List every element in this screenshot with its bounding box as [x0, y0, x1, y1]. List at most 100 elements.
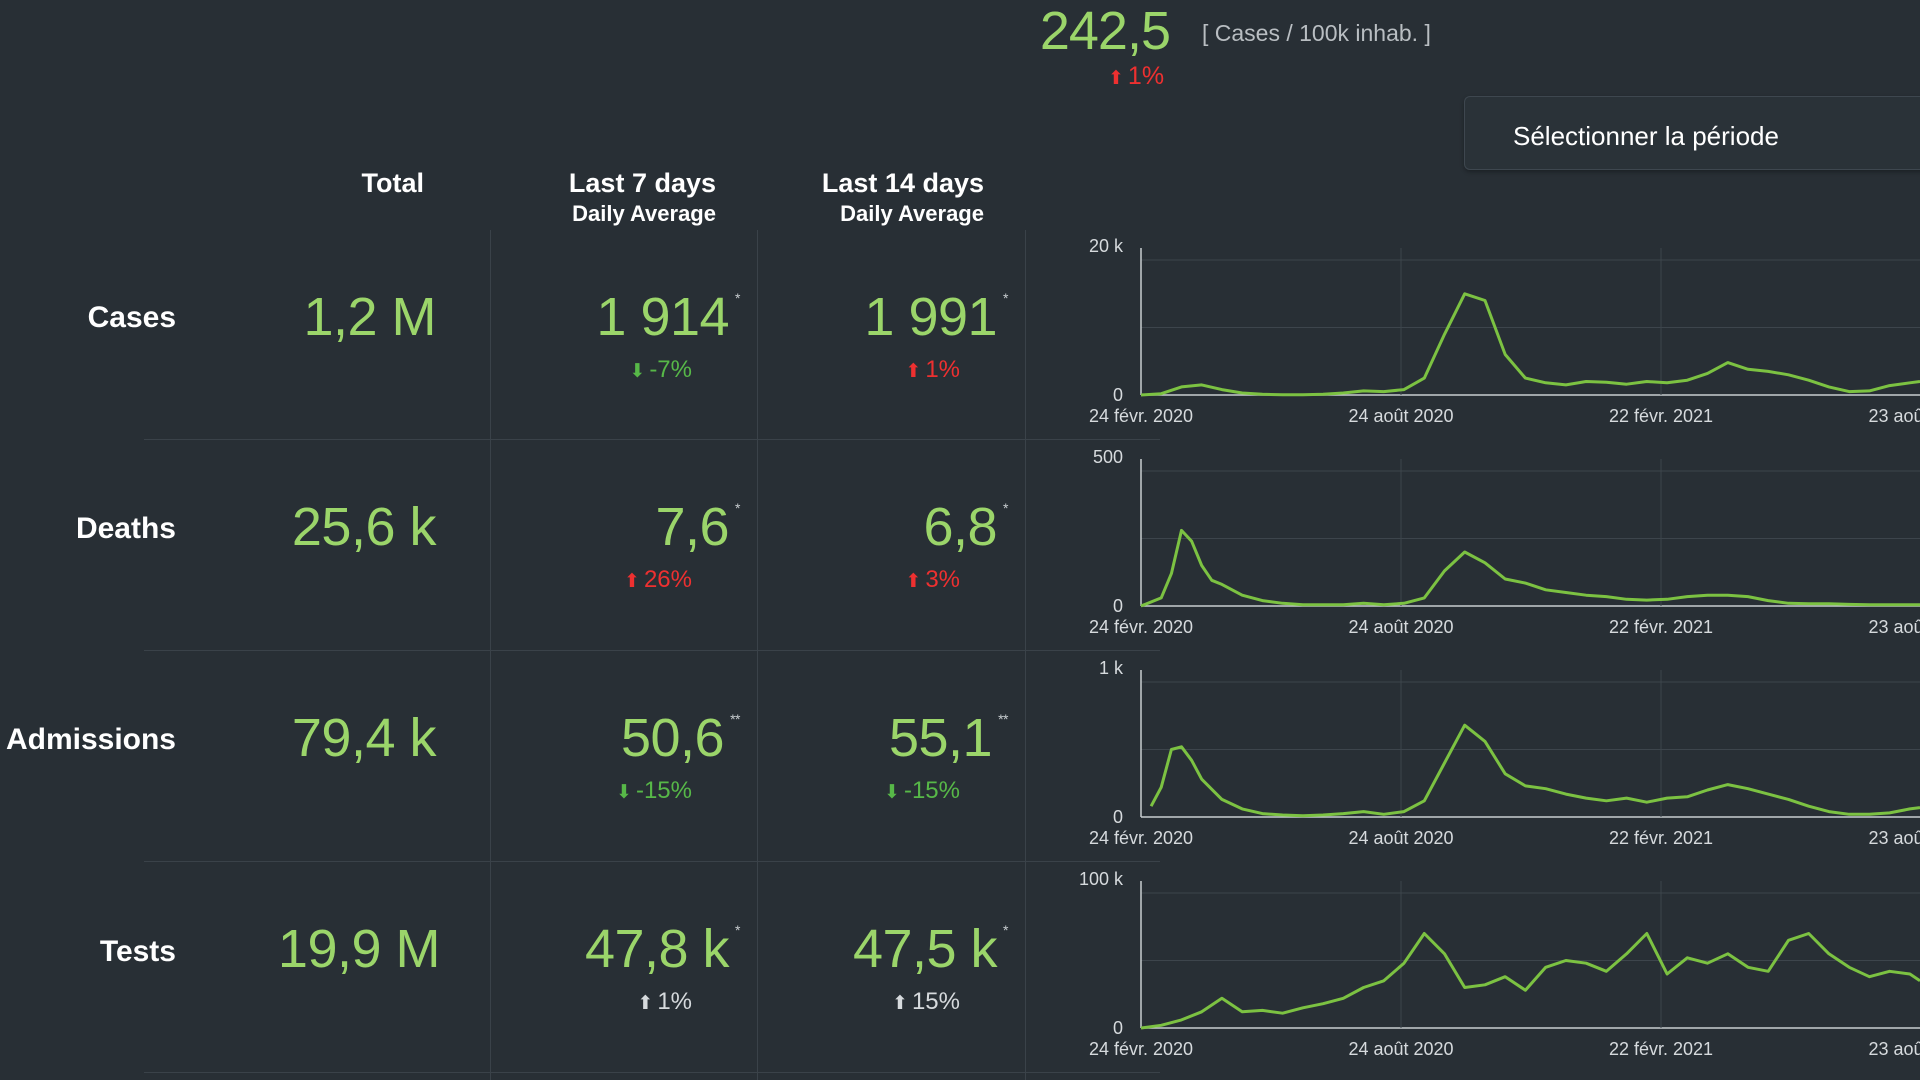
hospital-admissions-last7-value: 50,6 — [620, 708, 725, 768]
cases-xtick-label: 24 août 2020 — [1348, 406, 1453, 426]
cases-ytick-label: 20 k — [1089, 236, 1124, 256]
arrow-down-icon: ⬇ — [616, 782, 632, 803]
incidence-value: 242,5 — [1039, 1, 1171, 61]
deaths-last7-mark: * — [735, 500, 740, 516]
hospital-admissions-last7-mark: ** — [730, 711, 740, 727]
cases-total: 1,2 M — [303, 287, 436, 347]
cases-last14-mark: * — [1003, 290, 1008, 306]
tests-xtick-label: 24 août 2020 — [1348, 1039, 1453, 1059]
chart-deaths: 0 500 24 févr. 2020 24 août 2020 22 févr. 20… — [1089, 447, 1920, 637]
incidence-unit: [ Cases / 100k inhab. ] — [1202, 20, 1431, 46]
hospital-admissions-last14-mark: ** — [998, 711, 1008, 727]
tests-last14-value: 47,5 k — [852, 919, 998, 979]
chart-hospital-admissions: 0 1 k 24 févr. 2020 24 août 2020 22 févr. 20… — [1089, 658, 1920, 848]
hospital-admissions-xtick-label: 24 août 2020 — [1348, 828, 1453, 848]
cases-last14-value: 1 991 — [864, 287, 998, 347]
arrow-up-icon: ⬆ — [905, 361, 922, 382]
cases-last7-value: 1 914 — [596, 287, 730, 347]
tests-last7-change: ⬆ 1% — [560, 988, 692, 1016]
row-divider — [144, 439, 1160, 440]
row-divider — [144, 650, 1160, 651]
cases-last14-change: ⬆ 1% — [828, 356, 960, 384]
tests-last14-change-value: 15% — [911, 988, 960, 1015]
deaths-last14-change: ⬆ 3% — [828, 566, 960, 594]
cases-series-line — [1140, 292, 1920, 397]
deaths-last7: 7,6 * — [480, 496, 740, 558]
arrow-up-icon: ⬆ — [905, 571, 922, 592]
hospital-admissions-xtick-label: 24 févr. 2020 — [1089, 828, 1193, 848]
hospital-admissions-total: 79,4 k — [291, 708, 437, 768]
tests-xtick-label: 22 févr. 2021 — [1609, 1039, 1713, 1059]
hospital-admissions-ytick-label: 0 — [1113, 807, 1123, 827]
arrow-up-icon: ⬆ — [624, 571, 640, 592]
row-label-tests: Tests — [99, 935, 176, 968]
column-header-last7-line1: Last 7 days — [568, 168, 716, 198]
row-label-cases: Cases — [87, 301, 176, 334]
incidence-change: ⬆ 1% — [1108, 62, 1164, 91]
deaths-last7-change: ⬆ 26% — [560, 566, 692, 594]
cases-last7-change-value: -7% — [649, 356, 692, 383]
column-header-last7: Last 7 days Daily Average — [516, 168, 716, 227]
deaths-last14-value: 6,8 — [923, 497, 998, 557]
chart-tests: 0 100 k 24 févr. 2020 24 août 2020 22 févr. … — [1079, 869, 1920, 1059]
arrow-up-icon: ⬆ — [892, 993, 908, 1014]
row-divider — [144, 861, 1160, 862]
deaths-last7-value: 7,6 — [655, 497, 730, 557]
cases-last7: 1 914 * — [480, 286, 740, 348]
tests-ytick-label: 100 k — [1079, 869, 1124, 889]
deaths-xtick-label: 24 févr. 2020 — [1089, 617, 1193, 637]
tests-series-line — [1140, 932, 1920, 1030]
incidence-change-value: 1% — [1127, 62, 1165, 90]
arrow-up-icon: ⬆ — [1108, 68, 1124, 89]
deaths-ytick-label: 0 — [1113, 596, 1123, 616]
cases-last7-mark: * — [735, 290, 740, 306]
cases-xtick-label: 23 août 2021 — [1868, 406, 1920, 426]
deaths-last7-change-value: 26% — [643, 566, 692, 593]
tests-last14-change: ⬆ 15% — [828, 988, 960, 1016]
period-select-button[interactable]: Sélectionner la période — [1464, 96, 1920, 170]
row-label-deaths: Deaths — [75, 512, 176, 545]
hospital-admissions-series-line — [1149, 723, 1920, 818]
column-header-total-label: Total — [361, 168, 425, 198]
tests-last14-mark: * — [1003, 922, 1008, 938]
hospital-admissions-last14-change-value: -15% — [903, 777, 960, 804]
deaths-xtick-label: 23 août 2021 — [1868, 617, 1920, 637]
column-divider — [490, 230, 491, 1080]
tests-xtick-label: 24 févr. 2020 — [1089, 1039, 1193, 1059]
column-divider — [1025, 230, 1026, 1080]
deaths-last14-mark: * — [1003, 500, 1008, 516]
tests-last7-value: 47,8 k — [584, 919, 730, 979]
cases-last14-change-value: 1% — [925, 356, 960, 383]
column-header-total: Total — [260, 168, 425, 199]
deaths-total: 25,6 k — [291, 497, 437, 557]
hospital-admissions-xtick-label: 23 août 2021 — [1868, 828, 1920, 848]
column-header-last14-line2: Daily Average — [840, 201, 984, 226]
arrow-up-icon: ⬆ — [637, 993, 654, 1014]
tests-last7: 47,8 k * — [480, 918, 741, 980]
hospital-admissions-last7: 50,6 ** — [480, 707, 741, 769]
deaths-xtick-label: 22 févr. 2021 — [1609, 617, 1713, 637]
hospital-admissions-last14: 55,1 ** — [748, 707, 1009, 769]
arrow-down-icon: ⬇ — [629, 361, 646, 382]
arrow-down-icon: ⬇ — [884, 782, 900, 803]
tests-total: 19,9 M — [277, 919, 441, 979]
tests-last14: 47,5 k * — [748, 918, 1009, 980]
cases-xtick-label: 22 févr. 2021 — [1609, 406, 1713, 426]
cases-last7-change: ⬇ -7% — [560, 356, 692, 384]
tests-xtick-label: 23 août 2021 — [1868, 1039, 1920, 1059]
row-label-hospital-admissions-text: Hospital Admissions — [0, 723, 176, 756]
hospital-admissions-last7-change-value: -15% — [635, 777, 692, 804]
tests-ytick-label: 0 — [1113, 1018, 1123, 1038]
column-header-last14-line1: Last 14 days — [821, 168, 984, 198]
cases-last14: 1 991 * — [748, 286, 1008, 348]
hospital-admissions-xtick-label: 22 févr. 2021 — [1609, 828, 1713, 848]
column-divider — [757, 230, 758, 1080]
hospital-admissions-last14-change: ⬇ -15% — [828, 777, 960, 805]
chart-cases: 0 20 k 24 févr. 2020 24 août 2020 22 févr. 2… — [1089, 236, 1920, 426]
column-header-last7-line2: Daily Average — [572, 201, 716, 226]
tests-last7-mark: * — [735, 922, 740, 938]
deaths-xtick-label: 24 août 2020 — [1348, 617, 1453, 637]
deaths-ytick-label: 500 — [1093, 447, 1123, 467]
row-label-hospital-admissions: Hospital Admissions — [0, 723, 176, 757]
row-divider — [144, 1072, 1160, 1073]
